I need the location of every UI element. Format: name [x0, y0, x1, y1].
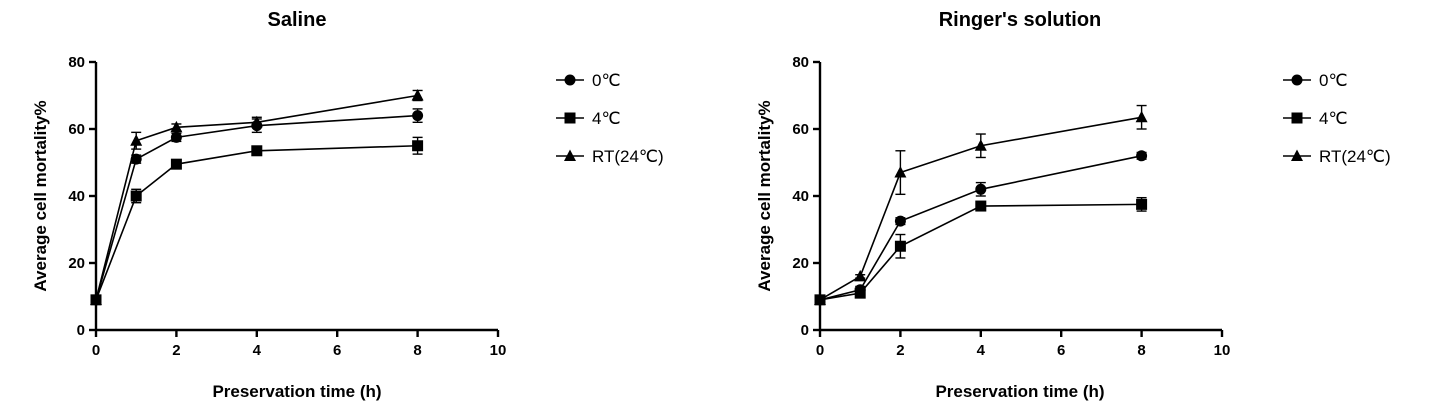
data-point — [412, 110, 424, 122]
legend-label: RT(24℃) — [592, 147, 664, 166]
legend-marker — [564, 112, 576, 124]
x-tick-label: 8 — [413, 342, 421, 359]
legend-item-triangle: RT(24℃) — [556, 147, 664, 166]
x-tick-label: 6 — [333, 342, 341, 359]
legend-item-square: 4℃ — [556, 109, 621, 128]
chart-title: Ringer's solution — [939, 9, 1102, 31]
series-circle — [814, 150, 1148, 306]
legend-marker — [564, 74, 576, 86]
data-point — [894, 215, 906, 227]
legend-item-triangle: RT(24℃) — [1283, 147, 1391, 166]
x-tick-label: 8 — [1137, 342, 1145, 359]
plot-area — [814, 104, 1148, 306]
series-circle — [90, 108, 424, 306]
legend-label: 4℃ — [592, 109, 621, 128]
data-point — [130, 153, 142, 165]
x-tick-label: 4 — [977, 342, 986, 359]
data-point — [975, 200, 987, 212]
y-axis-label: Average cell mortality% — [755, 100, 774, 291]
y-tick-label: 80 — [68, 54, 85, 71]
legend-label: 0℃ — [1319, 71, 1348, 90]
y-tick-label: 40 — [68, 188, 85, 205]
data-point — [1136, 150, 1148, 162]
y-tick-label: 80 — [792, 54, 809, 71]
legend-marker — [1291, 112, 1303, 124]
data-point — [814, 293, 826, 305]
data-point — [975, 183, 987, 195]
data-point — [854, 269, 867, 282]
series-square — [814, 196, 1148, 306]
data-point — [170, 131, 182, 143]
x-tick-label: 10 — [490, 342, 507, 359]
x-axis-label: Preservation time (h) — [212, 382, 381, 401]
series-line — [95, 114, 418, 301]
legend: 0℃ 4℃ RT(24℃) — [1283, 71, 1391, 166]
y-tick-label: 0 — [77, 322, 85, 339]
data-point — [90, 293, 102, 305]
x-tick-label: 10 — [1214, 342, 1231, 359]
chart-panel-ringers: Ringer's solution Preservation time (h) … — [755, 9, 1391, 401]
x-axis-label: Preservation time (h) — [935, 382, 1104, 401]
data-point — [854, 287, 866, 299]
y-tick-label: 40 — [792, 188, 809, 205]
x-tick-label: 2 — [896, 342, 904, 359]
legend-item-circle: 0℃ — [1283, 71, 1348, 90]
series-line — [95, 144, 418, 301]
chart-panel-saline: Saline Preservation time (h) Average cel… — [31, 9, 664, 401]
y-tick-label: 60 — [68, 121, 85, 138]
series-line — [819, 203, 1142, 301]
data-point — [130, 134, 143, 146]
legend-marker — [1291, 74, 1303, 86]
data-point — [170, 120, 183, 133]
y-tick-label: 60 — [792, 121, 809, 138]
series-triangle — [814, 104, 1148, 305]
legend-label: RT(24℃) — [1319, 147, 1391, 166]
data-point — [251, 145, 263, 157]
y-tick-label: 20 — [68, 255, 85, 272]
data-point — [411, 89, 424, 101]
legend-label: 0℃ — [592, 71, 621, 90]
legend-item-square: 4℃ — [1283, 109, 1348, 128]
x-tick-label: 0 — [816, 342, 824, 359]
y-axis-label: Average cell mortality% — [31, 100, 50, 291]
x-tick-label: 4 — [253, 342, 262, 359]
x-tick-label: 6 — [1057, 342, 1065, 359]
y-tick-label: 20 — [792, 255, 809, 272]
series-line — [819, 155, 1142, 301]
legend-item-circle: 0℃ — [556, 71, 621, 90]
x-tick-label: 0 — [92, 342, 100, 359]
data-point — [1135, 110, 1148, 123]
x-tick-label: 2 — [172, 342, 180, 359]
plot-area — [90, 89, 424, 306]
axis-ticks: 0 20 40 60 80 0 2 4 6 8 10 — [68, 54, 506, 359]
legend: 0℃ 4℃ RT(24℃) — [556, 71, 664, 166]
data-point — [894, 240, 906, 252]
series-triangle — [90, 89, 424, 305]
axis-ticks: 0 20 40 60 80 0 2 4 6 8 10 — [792, 54, 1230, 359]
data-point — [170, 158, 182, 170]
data-point — [250, 115, 263, 128]
data-point — [412, 140, 424, 152]
data-point — [130, 190, 142, 202]
y-tick-label: 0 — [801, 322, 809, 339]
chart-title: Saline — [268, 9, 327, 31]
data-point — [974, 139, 987, 151]
data-point — [1136, 198, 1148, 210]
legend-marker — [1291, 149, 1303, 161]
data-point — [894, 166, 907, 178]
legend-label: 4℃ — [1319, 109, 1348, 128]
legend-marker — [564, 149, 576, 161]
